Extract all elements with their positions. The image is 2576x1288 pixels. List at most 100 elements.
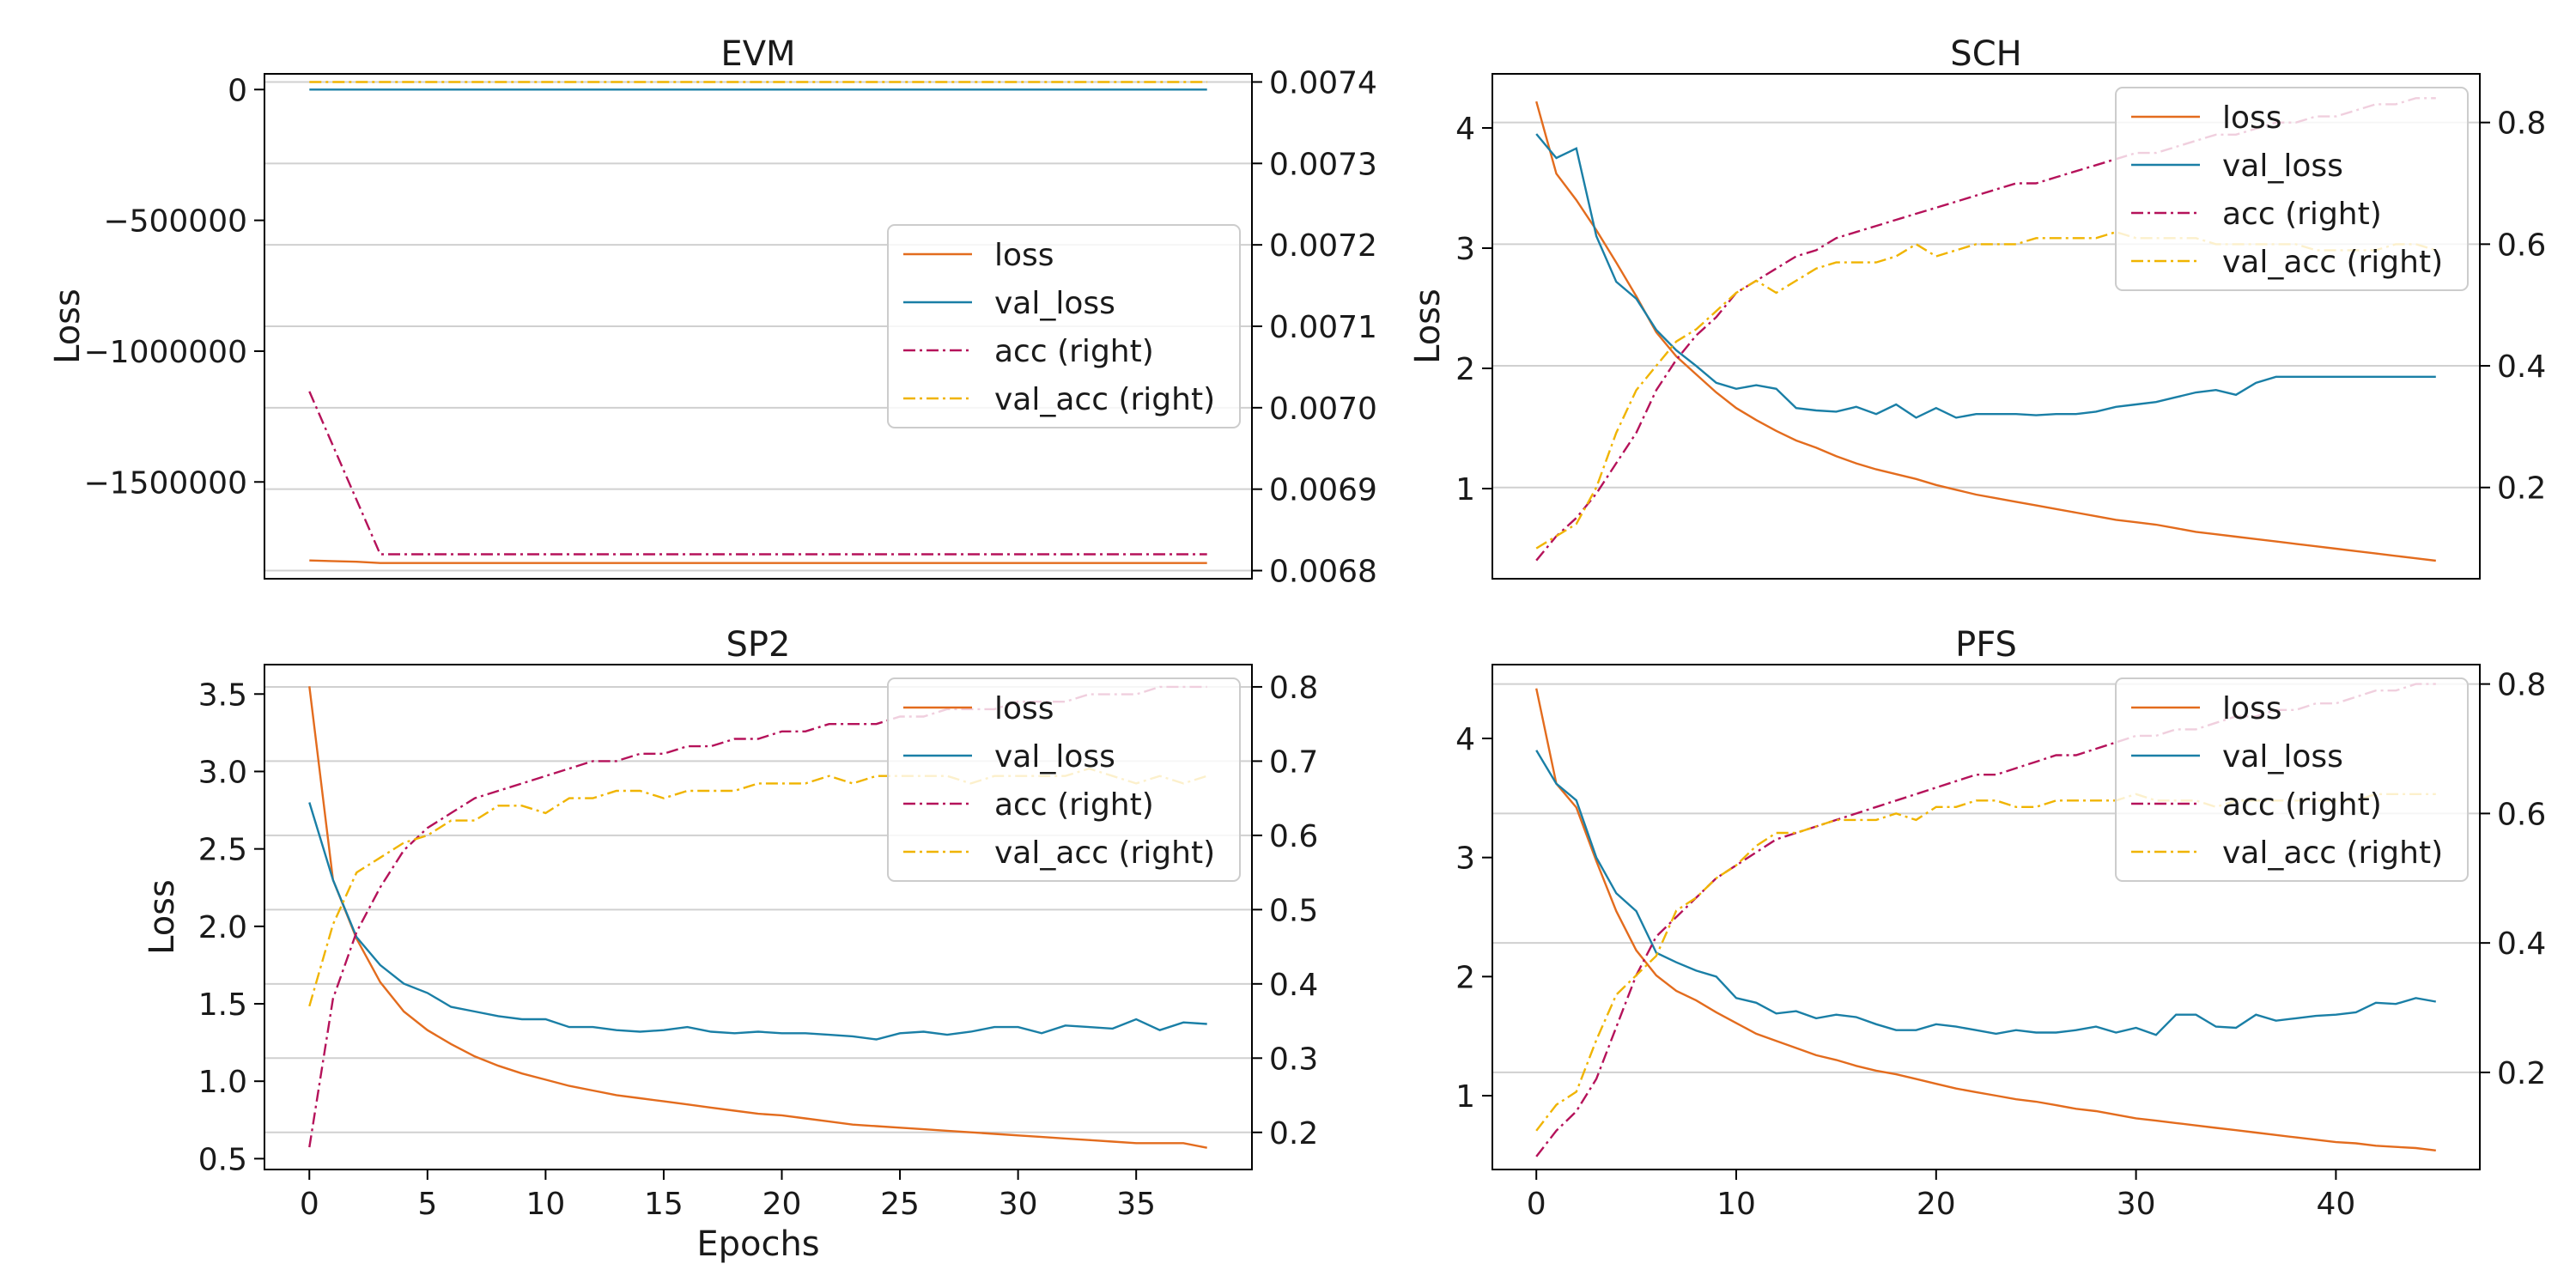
legend-label: acc (right) [994,334,1154,369]
series-line-val_accright [1535,793,2436,1132]
legend-box [887,677,1241,882]
y-left-tick-label: 2 [1455,960,1475,995]
plot-frame [264,664,1253,1170]
y-right-tick-label: 0.0069 [1269,473,1377,508]
plot-frame [1492,73,2481,580]
y-left-tick-label: 0 [228,73,247,108]
y-right-tick-label: 0.0072 [1269,228,1377,264]
x-tick-label: 40 [2316,1187,2355,1222]
y-right-tick-label: 0.0073 [1269,147,1377,182]
y-left-tick-label: 3.0 [198,755,247,790]
y-right-tick-label: 0.5 [1269,893,1318,928]
series-line-accright [1535,97,2436,562]
series-line-val_loss [1535,750,2437,1036]
y-left-tick-label: 1 [1455,472,1475,507]
y-right-tick-label: 0.2 [1269,1116,1318,1151]
chart-title: PFS [1955,625,2017,665]
y-left-tick-label: 4 [1455,722,1475,757]
y-right-tick-label: 0.8 [2497,106,2546,142]
y-right-tick-label: 0.0074 [1269,65,1377,100]
y-right-tick-label: 0.0068 [1269,555,1377,590]
y-right-tick-label: 0.4 [2497,349,2546,385]
series-line-loss [309,559,1207,564]
series-line-val_accright [308,767,1208,1007]
y-right-tick-label: 0.2 [2497,471,2546,507]
x-axis-label: Epochs [696,1224,819,1264]
y-left-tick-label: 3 [1455,841,1475,877]
y-right-tick-label: 0.2 [2497,1056,2546,1091]
y-right-tick-label: 0.6 [1269,819,1318,854]
x-tick-label: 25 [880,1187,920,1222]
legend-label: acc (right) [2222,197,2382,232]
legend-label: val_acc (right) [994,835,1215,871]
y-right-tick-label: 0.4 [1269,968,1318,1003]
y-right-tick-label: 0.0070 [1269,392,1377,427]
legend-label: loss [994,238,1054,273]
y-left-tick-label: 3.5 [198,677,247,713]
y-axis-label: Loss [1408,289,1448,364]
y-left-tick-label: −1000000 [84,335,248,370]
x-tick-label: 15 [644,1187,683,1222]
series-line-loss [308,686,1207,1149]
y-right-tick-label: 0.3 [1269,1042,1318,1077]
series-line-val_loss [308,802,1207,1041]
legend-label: acc (right) [2222,787,2382,823]
y-right-tick-label: 0.8 [2497,668,2546,703]
y-axis-label: Loss [48,289,88,364]
x-tick-label: 0 [300,1187,319,1222]
legend-label: val_loss [2222,739,2343,775]
y-left-tick-label: −1500000 [84,465,248,501]
legend-box [2115,677,2469,882]
y-right-tick-label: 0.6 [2497,228,2546,263]
series-line-loss [1535,100,2436,562]
legend-label: acc (right) [994,787,1154,823]
x-tick-label: 10 [526,1187,565,1222]
chart-title: SP2 [726,625,791,665]
y-left-tick-label: 2 [1455,352,1475,387]
y-left-tick-label: 1.5 [198,987,247,1023]
legend-label: val_loss [994,286,1115,321]
x-tick-label: 20 [1917,1187,1956,1222]
panel-pfs: PFS 1 2 3 4 0.2 0.4 0.6 0.8 0 10 20 30 40 loss val_loss… [1455,625,2546,1222]
y-left-tick-label: 1 [1455,1079,1475,1115]
x-tick-label: 10 [1716,1187,1756,1222]
legend-label: val_loss [994,739,1115,775]
y-right-tick-label: 0.4 [2497,927,2546,962]
y-left-tick-label: 4 [1455,112,1475,147]
legend-label: val_acc (right) [994,382,1215,417]
legend-box [887,224,1241,428]
legend-label: loss [2222,100,2282,136]
x-tick-label: 30 [2117,1187,2156,1222]
legend-label: loss [994,691,1054,726]
y-left-tick-label: −500000 [103,204,247,240]
x-tick-label: 20 [762,1187,802,1222]
chart-title: SCH [1950,34,2021,74]
y-axis-label: Loss [143,879,182,955]
y-right-tick-label: 0.0071 [1269,310,1377,345]
legend-label: val_acc (right) [2222,835,2443,871]
y-left-tick-label: 2.0 [198,910,247,945]
x-tick-label: 5 [417,1187,437,1222]
y-right-tick-label: 0.8 [1269,671,1318,706]
legend-label: val_acc (right) [2222,245,2443,280]
y-left-tick-label: 3 [1455,232,1475,267]
y-left-tick-label: 2.5 [198,833,247,868]
chart-title: EVM [720,34,795,74]
legend-box [2115,87,2469,291]
legend-label: val_loss [2222,149,2343,184]
x-tick-label: 0 [1527,1187,1546,1222]
panel-evm: EVM 0 −500000 −1000000 −1500000 0.0068 0.0069 0… [48,34,1377,590]
x-tick-label: 30 [999,1187,1038,1222]
series-line-accright [308,391,1207,556]
x-tick-label: 35 [1116,1187,1156,1222]
legend-label: loss [2222,691,2282,726]
series-line-loss [1535,688,2436,1151]
y-right-tick-label: 0.6 [2497,797,2546,832]
series-line-val_loss [1535,133,2436,419]
